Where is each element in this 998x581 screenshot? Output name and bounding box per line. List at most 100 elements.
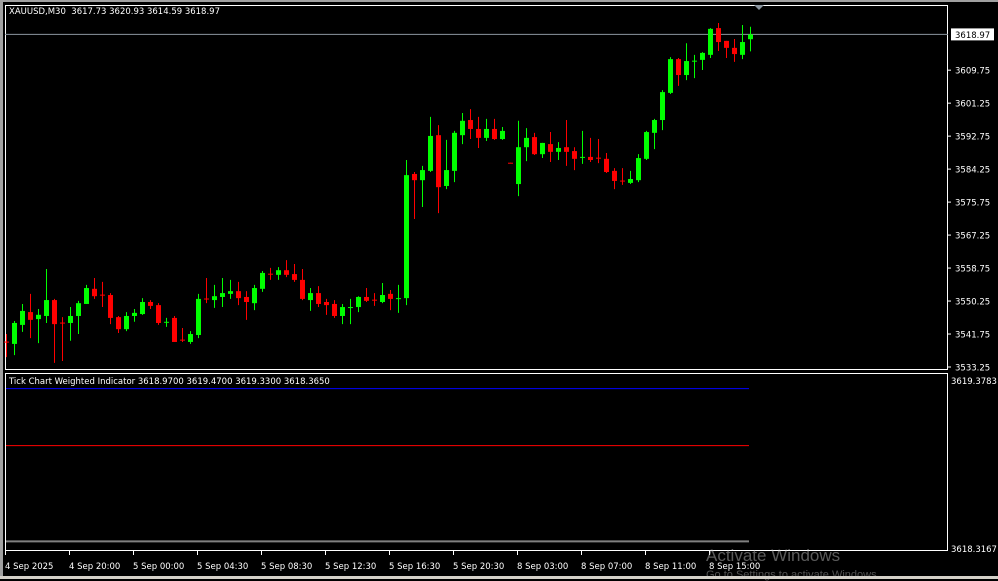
candle — [68, 307, 73, 341]
candles — [4, 23, 753, 363]
candle-body — [396, 298, 401, 300]
candle-body — [212, 296, 217, 301]
candle — [604, 153, 609, 173]
candle-body — [596, 157, 601, 159]
candle — [492, 118, 497, 140]
candle-body — [348, 307, 353, 309]
candle — [428, 116, 433, 173]
time-tick-label: 4 Sep 20:00 — [69, 562, 120, 572]
candle — [156, 303, 161, 325]
indicator-lines: 3619.3783 3618.3167 — [6, 377, 997, 555]
candle — [740, 24, 745, 60]
candle — [196, 293, 201, 339]
candle-body — [500, 130, 505, 140]
candle-body — [428, 135, 433, 171]
candle-body — [308, 293, 313, 301]
candle-body — [484, 128, 489, 138]
candle-body — [276, 270, 281, 275]
time-tick-label: 8 Sep 03:00 — [517, 562, 568, 572]
candle — [564, 120, 569, 166]
activate-windows-hint: Go to Settings to activate Windows. — [706, 569, 880, 581]
indicator-axis-bottom-label: 3618.3167 — [951, 545, 997, 555]
price-axis: 3609.75 3601.25 3592.75 3584.25 3575.75 3567.… — [948, 28, 994, 374]
candle — [308, 288, 313, 311]
candle — [188, 331, 193, 344]
candle — [260, 270, 265, 292]
candle-body — [140, 302, 145, 315]
candle-body — [300, 279, 305, 299]
candle — [148, 300, 153, 309]
candle-body — [708, 28, 713, 55]
candle-body — [340, 307, 345, 316]
candle — [268, 267, 273, 280]
candle — [524, 128, 529, 162]
candle — [12, 321, 17, 356]
candle-body — [572, 151, 577, 159]
candle-body — [388, 293, 393, 299]
candle-body — [228, 291, 233, 294]
candle-body — [196, 298, 201, 335]
candle-body — [244, 296, 249, 303]
candle-body — [292, 274, 297, 280]
candle — [372, 293, 377, 306]
candle — [628, 170, 633, 185]
price-tick-label: 3550.25 — [955, 298, 990, 308]
candle — [460, 113, 465, 145]
candle — [164, 317, 169, 327]
candle-body — [404, 175, 409, 299]
time-tick-label: 5 Sep 20:30 — [453, 562, 504, 572]
candle — [284, 260, 289, 278]
candle — [292, 263, 297, 282]
chart-frame — [5, 5, 948, 551]
price-tick-label: 3575.75 — [955, 199, 990, 209]
candle — [380, 282, 385, 304]
candle — [4, 334, 9, 358]
candle — [580, 130, 585, 164]
candle-body — [188, 334, 193, 342]
candle-body — [68, 315, 73, 323]
candle — [332, 300, 337, 318]
time-axis: 4 Sep 2025 4 Sep 20:00 5 Sep 00:00 5 Sep 04… — [5, 551, 760, 572]
candle-body — [524, 137, 529, 148]
candle-body — [364, 296, 369, 301]
candle-body — [324, 302, 329, 306]
candle — [692, 54, 697, 79]
candle-body — [540, 142, 545, 155]
candle — [620, 168, 625, 185]
candle — [588, 137, 593, 162]
candle-body — [156, 305, 161, 323]
time-tick-label: 5 Sep 04:30 — [197, 562, 248, 572]
candle — [700, 52, 705, 70]
price-tick-label: 3567.25 — [955, 232, 990, 242]
candle — [676, 57, 681, 86]
candle-body — [372, 299, 377, 301]
candle — [420, 165, 425, 207]
candle — [540, 142, 545, 159]
indicator-axis-top-label: 3619.3783 — [951, 377, 997, 387]
candle — [652, 118, 657, 150]
candle-body — [508, 162, 513, 164]
candle — [60, 317, 65, 361]
time-tick-label: 8 Sep 07:00 — [581, 562, 632, 572]
candle-body — [700, 52, 705, 60]
candle — [140, 298, 145, 315]
candle-body — [620, 180, 625, 182]
candle — [516, 120, 521, 197]
candle — [92, 277, 97, 299]
candle-body — [116, 317, 121, 330]
candle — [76, 300, 81, 335]
candle-body — [220, 293, 225, 297]
candle — [340, 303, 345, 325]
candle — [508, 162, 513, 164]
candle-body — [252, 288, 257, 304]
time-tick-label: 8 Sep 15:00 — [709, 562, 760, 572]
candle — [364, 288, 369, 303]
candle — [404, 159, 409, 306]
candle-body — [100, 294, 105, 296]
candle-body — [532, 137, 537, 155]
candle-body — [684, 61, 689, 76]
window-left-edge — [0, 0, 3, 579]
time-tick-label: 5 Sep 08:30 — [261, 562, 312, 572]
